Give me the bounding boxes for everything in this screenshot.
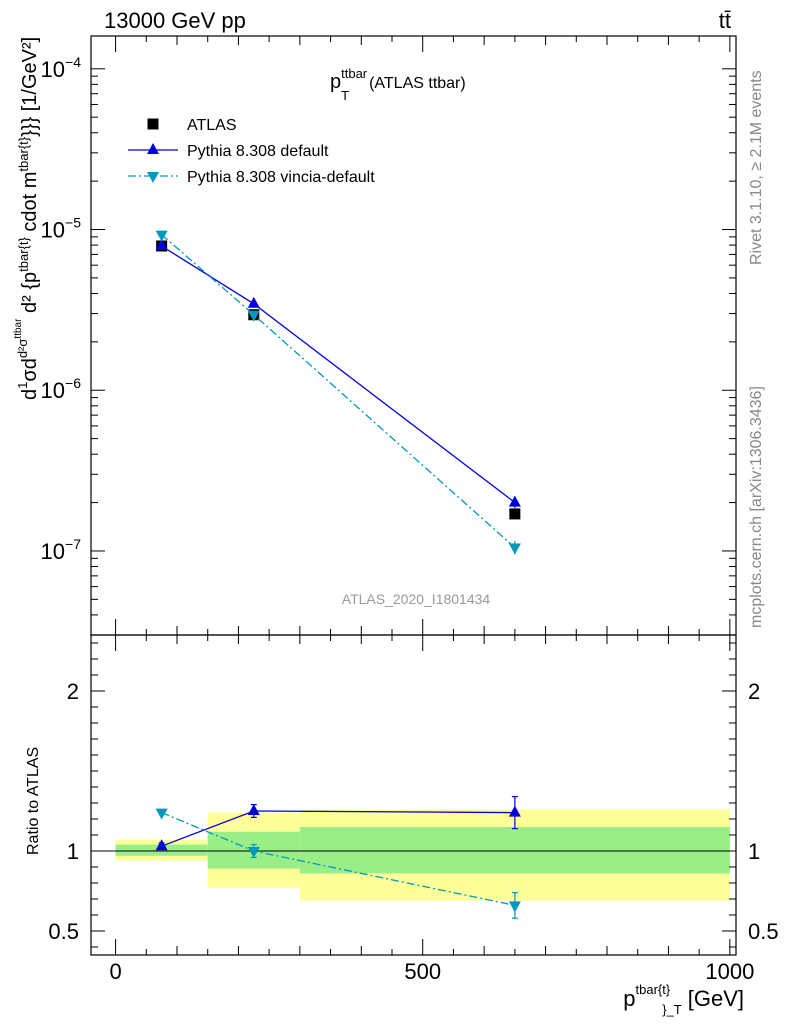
legend-marker bbox=[147, 172, 159, 183]
plot-title: pttbar T (ATLAS ttbar) bbox=[330, 66, 466, 103]
mcplots-label: mcplots.cern.ch [arXiv:1306.3436] bbox=[748, 386, 765, 628]
main-data-point bbox=[155, 238, 168, 250]
legend-label: ATLAS bbox=[187, 117, 237, 134]
main-y-tick-label: 10−5 bbox=[41, 215, 82, 243]
x-axis-label: ptbar{t} }_T [GeV] bbox=[623, 982, 744, 1017]
ratio-y-axis-label: Ratio to ATLAS bbox=[25, 747, 42, 855]
plot-title-sup: ttbar bbox=[341, 66, 368, 81]
plot-title-sub: T bbox=[341, 88, 349, 103]
ratio-y-tick-label: 1 bbox=[67, 839, 79, 864]
plot-title-main: p bbox=[330, 71, 341, 93]
ratio-band-inner bbox=[299, 827, 730, 874]
main-series-line bbox=[161, 245, 516, 504]
main-series-line bbox=[161, 234, 516, 549]
ratio-panel-ticks: 0.5 0.5 1 1 2 2 0 500 1000 bbox=[48, 635, 779, 984]
x-axis-label-main: p bbox=[623, 986, 635, 1011]
main-data-point bbox=[509, 508, 521, 520]
main-panel-ticks: 10−7 10−6 10−5 10−4 bbox=[41, 36, 736, 636]
ratio-panel bbox=[90, 634, 737, 956]
main-y-tick-label: 10−4 bbox=[41, 54, 82, 82]
ratio-data-point bbox=[247, 847, 260, 858]
ratio-data-point bbox=[247, 804, 260, 815]
legend: ATLAS Pythia 8.308 default Pythia 8.308 vi… bbox=[128, 117, 375, 186]
main-y-tick-label: 10−7 bbox=[41, 536, 82, 564]
ratio-y-tick-label: 2 bbox=[67, 679, 79, 704]
analysis-label: ATLAS_2020_I1801434 bbox=[342, 591, 491, 607]
ratio-y-tick-label-right: 0.5 bbox=[748, 919, 779, 944]
legend-marker bbox=[147, 143, 159, 154]
main-panel-series bbox=[155, 230, 521, 555]
plot-title-rest: (ATLAS ttbar) bbox=[369, 75, 466, 92]
main-y-tick-label: 10−6 bbox=[41, 375, 82, 403]
main-data-point bbox=[247, 296, 260, 308]
x-tick-label: 0 bbox=[109, 959, 121, 984]
x-axis-label-sub: }_T bbox=[662, 1002, 682, 1017]
main-data-point bbox=[247, 310, 260, 322]
rivet-version-label: Rivet 3.1.10, ≥ 2.1M events bbox=[748, 70, 765, 265]
ratio-data-point bbox=[155, 839, 168, 851]
ratio-y-tick-label-right: 1 bbox=[748, 839, 760, 864]
main-data-point bbox=[508, 495, 521, 507]
x-axis-label-sup: tbar{t} bbox=[636, 982, 671, 997]
legend-label: Pythia 8.308 default bbox=[187, 143, 329, 160]
ratio-data-point bbox=[508, 901, 521, 913]
main-data-point bbox=[155, 230, 168, 242]
ratio-data-point bbox=[508, 805, 521, 817]
header-right-label: tt̄ bbox=[719, 8, 731, 33]
ratio-y-tick-label-right: 2 bbox=[748, 679, 760, 704]
header-left-label: 13000 GeV pp bbox=[104, 8, 246, 33]
x-tick-label: 1000 bbox=[705, 959, 754, 984]
ratio-panel-frame bbox=[90, 634, 737, 956]
x-tick-label: 500 bbox=[404, 959, 441, 984]
x-axis-label-unit: [GeV] bbox=[688, 986, 744, 1011]
ratio-y-tick-label: 0.5 bbox=[48, 919, 79, 944]
ratio-data-point bbox=[155, 808, 168, 820]
main-y-axis-label: d1σdd²σttbar d² {ptbar{t} cdot mtbar{t}}… bbox=[13, 37, 41, 400]
main-data-point bbox=[508, 543, 521, 555]
legend-marker bbox=[147, 118, 159, 130]
main-y-axis-unit: }}} [1/GeV²] bbox=[19, 37, 41, 137]
legend-label: Pythia 8.308 vincia-default bbox=[187, 169, 375, 186]
ratio-panel-series bbox=[155, 795, 521, 919]
